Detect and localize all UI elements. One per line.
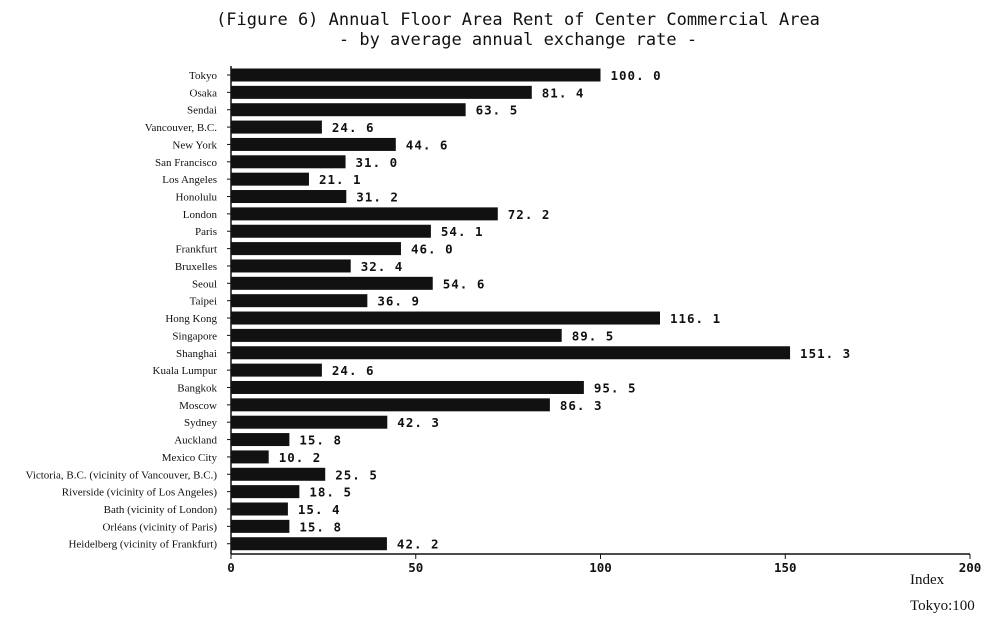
category-label: Riverside (vicinity of Los Angeles) (62, 487, 218, 499)
value-label: 116. 1 (670, 311, 721, 326)
chart-title: (Figure 6) Annual Floor Area Rent of Cen… (216, 10, 820, 30)
x-axis-label: Index (910, 572, 945, 588)
value-label: 44. 6 (406, 137, 449, 152)
value-label: 54. 6 (443, 276, 486, 291)
bar (231, 519, 290, 533)
value-label: 15. 4 (298, 502, 341, 517)
category-label: Los Angeles (162, 174, 217, 186)
value-label: 46. 0 (411, 242, 454, 257)
bar (231, 259, 351, 273)
category-label: San Francisco (155, 157, 218, 169)
value-label: 42. 2 (397, 537, 440, 552)
value-label: 18. 5 (309, 485, 352, 500)
bar (231, 172, 309, 186)
category-label: Victoria, B.C. (vicinity of Vancouver, B… (26, 469, 218, 481)
index-note: Tokyo:100 (910, 598, 975, 614)
value-label: 10. 2 (279, 450, 322, 465)
x-tick-label: 150 (774, 560, 797, 575)
category-label: Hong Kong (165, 313, 217, 325)
bar (231, 415, 388, 429)
category-label: Sydney (184, 417, 218, 429)
bar (231, 502, 288, 516)
bar (231, 433, 290, 447)
bar (231, 485, 300, 499)
category-label: Moscow (179, 400, 217, 412)
bar (231, 155, 346, 169)
bar (231, 363, 322, 377)
bar (231, 120, 322, 134)
bar (231, 328, 562, 342)
x-tick-label: 200 (959, 560, 982, 575)
value-label: 24. 6 (332, 120, 375, 135)
value-label: 42. 3 (397, 415, 440, 430)
bar (231, 68, 601, 82)
value-label: 54. 1 (441, 224, 484, 239)
bar (231, 190, 347, 204)
value-label: 63. 5 (476, 103, 519, 118)
bar (231, 450, 269, 464)
category-label: Orléans (vicinity of Paris) (102, 521, 217, 533)
category-label: Vancouver, B.C. (145, 122, 218, 134)
bar (231, 380, 584, 394)
x-tick-label: 50 (408, 560, 423, 575)
value-label: 72. 2 (508, 207, 551, 222)
category-label: Osaka (190, 87, 218, 99)
value-label: 15. 8 (299, 433, 342, 448)
value-label: 100. 0 (611, 68, 662, 83)
bar (231, 346, 791, 360)
bar (231, 294, 368, 308)
value-label: 81. 4 (542, 85, 585, 100)
bar (231, 224, 431, 238)
x-tick-label: 100 (589, 560, 612, 575)
value-label: 36. 9 (377, 294, 420, 309)
category-label: London (183, 209, 218, 221)
bar (231, 137, 396, 151)
value-label: 151. 3 (800, 346, 851, 361)
category-label: Frankfurt (175, 244, 217, 256)
value-label: 24. 6 (332, 363, 375, 378)
value-label: 25. 5 (335, 467, 378, 482)
bar (231, 85, 532, 99)
value-label: 86. 3 (560, 398, 603, 413)
x-tick-label: 0 (227, 560, 235, 575)
bar (231, 398, 550, 412)
category-label: Tokyo (189, 70, 217, 82)
value-label: 89. 5 (572, 328, 615, 343)
bar (231, 276, 433, 290)
category-label: Bath (vicinity of London) (104, 504, 218, 516)
category-label: Shanghai (176, 348, 217, 360)
category-label: Mexico City (162, 452, 218, 464)
value-label: 31. 0 (356, 155, 399, 170)
bar (231, 311, 660, 325)
value-label: 15. 8 (299, 519, 342, 534)
category-label: Taipei (190, 296, 217, 308)
bar (231, 242, 401, 256)
category-label: Kuala Lumpur (153, 365, 218, 377)
value-label: 32. 4 (361, 259, 404, 274)
value-label: 31. 2 (356, 190, 399, 205)
category-label: Bruxelles (175, 261, 217, 273)
bar (231, 103, 466, 117)
bar (231, 537, 387, 551)
category-label: Singapore (172, 330, 217, 342)
category-label: Auckland (174, 435, 217, 447)
bar (231, 207, 498, 221)
category-label: Honolulu (175, 192, 217, 204)
category-label: Sendai (187, 105, 217, 117)
category-label: Paris (195, 226, 217, 238)
bar (231, 467, 326, 481)
chart-subtitle: - by average annual exchange rate - (338, 30, 698, 50)
category-label: New York (172, 139, 217, 151)
value-label: 95. 5 (594, 380, 637, 395)
category-label: Heidelberg (vicinity of Frankfurt) (68, 539, 217, 551)
value-label: 21. 1 (319, 172, 362, 187)
category-label: Bangkok (177, 382, 217, 394)
category-label: Seoul (192, 278, 217, 290)
